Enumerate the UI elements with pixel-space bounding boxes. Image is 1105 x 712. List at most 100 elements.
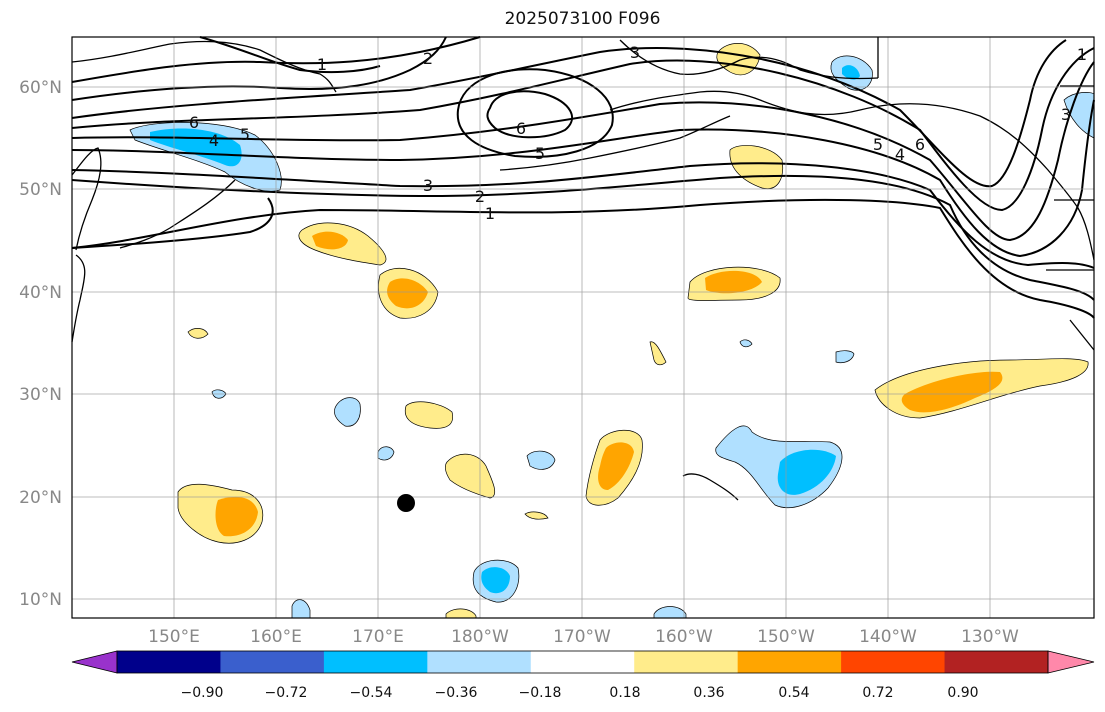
contour-wave-3 xyxy=(199,36,381,74)
lon-tick-label: 170°W xyxy=(553,627,611,647)
shade-orange-e1 xyxy=(901,371,1003,413)
shade-blue-small3 xyxy=(377,446,395,461)
contour-wave-2 xyxy=(71,36,447,101)
map-frame xyxy=(71,36,1095,619)
lon-tick-label: 150°W xyxy=(757,627,815,647)
lat-tick-label: 20°N xyxy=(19,488,62,508)
lat-tick-label: 10°N xyxy=(19,590,62,610)
colorbar-tick-labels: −0.90 −0.72 −0.54 −0.36 −0.18 0.18 0.36 … xyxy=(181,685,979,701)
coast-aleutians xyxy=(119,179,236,249)
coast-kamchatka xyxy=(71,147,102,251)
colorbar-segment xyxy=(737,651,842,673)
colorbar-tick-label: −0.18 xyxy=(519,685,562,701)
shade-yellow-small4 xyxy=(524,511,549,520)
shade-orange-w3 xyxy=(215,496,258,537)
coast-hawaii xyxy=(682,473,739,501)
coastlines xyxy=(71,37,1095,501)
coast-aleutian-chain xyxy=(499,115,731,171)
coast-west-us xyxy=(1069,319,1095,351)
colorbar-segment xyxy=(427,651,532,673)
lon-tick-label: 130°W xyxy=(961,627,1019,647)
lon-tick-labels: 150°E 160°E 170°E 180°W 170°W 160°W 150°… xyxy=(148,627,1019,647)
contour-label: 2 xyxy=(423,49,433,68)
lon-tick-label: 150°E xyxy=(148,627,200,647)
contour-line-4 xyxy=(71,99,1095,258)
colorbar-segment xyxy=(117,651,221,673)
shade-orange-c2 xyxy=(598,442,634,490)
contour-left-low xyxy=(71,197,274,249)
lat-tick-label: 30°N xyxy=(19,385,62,405)
contour-labels: 1 2 3 4 5 6 6 5 3 2 1 1 3 5 4 6 xyxy=(189,43,1087,223)
contour-high-6 xyxy=(486,90,574,139)
contour-label: 3 xyxy=(1061,105,1071,124)
contour-label: 3 xyxy=(630,43,640,62)
contour-label: 1 xyxy=(317,55,327,74)
colorbar-segment xyxy=(323,651,428,673)
shade-blue-small2 xyxy=(334,397,361,427)
colorbar-tick-label: −0.72 xyxy=(265,685,308,701)
lon-tick-label: 140°W xyxy=(859,627,917,647)
colorbar-tick-label: 0.90 xyxy=(947,685,978,701)
shade-blue-small5 xyxy=(739,339,753,348)
contour-line-2 xyxy=(71,174,1095,301)
contour-label: 6 xyxy=(189,113,199,132)
gridlines xyxy=(72,37,1094,618)
contour-wave-1 xyxy=(71,36,481,83)
colorbar-extend-low xyxy=(71,650,118,674)
contour-label: 4 xyxy=(895,145,905,164)
lon-tick-label: 180°W xyxy=(451,627,509,647)
map-title: 2025073100 F096 xyxy=(504,9,661,29)
lat-tick-label: 40°N xyxy=(19,283,62,303)
lon-tick-label: 160°E xyxy=(250,627,302,647)
lat-tick-labels: 60°N 50°N 40°N 30°N 20°N 10°N xyxy=(19,78,62,610)
shade-blue-c3-core xyxy=(777,449,836,495)
shade-yellow-small5 xyxy=(649,341,667,366)
contour-label: 1 xyxy=(485,204,495,223)
shade-yellow-small3 xyxy=(444,453,496,499)
shade-orange-c1 xyxy=(705,270,762,294)
shade-yellow-gulf xyxy=(729,145,784,190)
shade-yellow-small1 xyxy=(187,328,209,339)
shade-blue-small4 xyxy=(526,450,556,470)
coast-alaska xyxy=(609,90,1095,261)
shade-blue-small7 xyxy=(291,599,311,619)
colorbar-tick-label: 0.54 xyxy=(778,685,809,701)
contour-label: 5 xyxy=(240,125,250,144)
colorbar xyxy=(71,650,1095,674)
shade-blue-small8 xyxy=(653,606,687,619)
colorbar-segment xyxy=(944,651,1049,673)
lat-tick-label: 60°N xyxy=(19,78,62,98)
colorbar-tick-label: −0.90 xyxy=(181,685,224,701)
coast-kuril-japan xyxy=(71,254,86,343)
colorbar-extend-high xyxy=(1047,650,1095,674)
lat-tick-label: 50°N xyxy=(19,180,62,200)
colorbar-tick-label: −0.54 xyxy=(350,685,393,701)
contour-label: 5 xyxy=(535,144,545,163)
contour-line-3 xyxy=(71,162,1095,269)
shade-blue-gulf-top-core xyxy=(842,65,860,80)
shade-yellow-small2 xyxy=(404,401,454,429)
contour-label: 6 xyxy=(516,119,526,138)
colorbar-tick-label: −0.36 xyxy=(435,685,478,701)
coast-siberia xyxy=(71,40,337,93)
contour-label: 6 xyxy=(915,135,925,154)
lon-tick-label: 170°E xyxy=(352,627,404,647)
contour-line-6 xyxy=(71,47,1095,212)
lon-tick-label: 160°W xyxy=(655,627,713,647)
colorbar-segment xyxy=(841,651,946,673)
shade-orange-w2 xyxy=(387,278,428,309)
contour-label: 5 xyxy=(873,135,883,154)
colorbar-tick-label: 0.36 xyxy=(693,685,724,701)
colorbar-segment xyxy=(220,651,325,673)
coast-alaska-north xyxy=(619,39,879,80)
storm-marker xyxy=(397,494,415,512)
colorbar-tick-label: 0.72 xyxy=(862,685,893,701)
contour-high-5 xyxy=(456,68,614,158)
contour-label: 2 xyxy=(475,187,485,206)
contour-label: 3 xyxy=(423,176,433,195)
coast-canada-box xyxy=(877,37,1094,271)
contour-label: 4 xyxy=(209,131,219,150)
contour-line-1 xyxy=(71,198,1095,319)
shade-blue-c4-core xyxy=(481,567,510,594)
